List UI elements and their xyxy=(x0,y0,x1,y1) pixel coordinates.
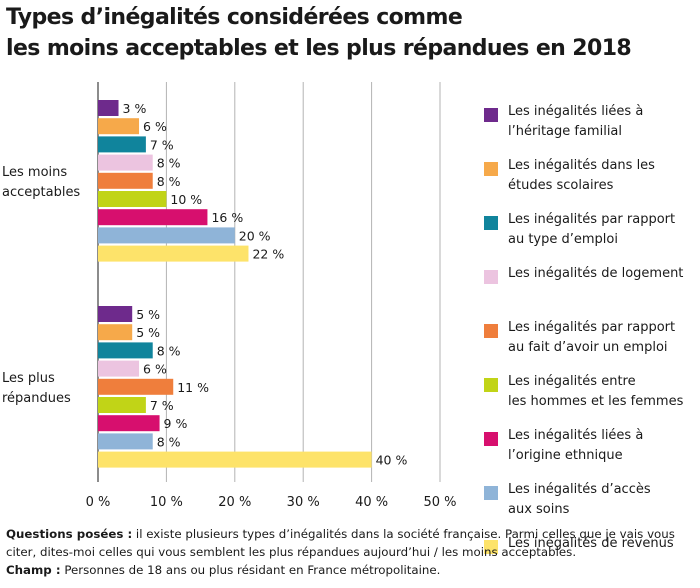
bar xyxy=(98,154,153,171)
bar xyxy=(98,451,372,468)
bar xyxy=(98,342,153,359)
legend-label: Les inégalités par rapport au fait d’avoi… xyxy=(508,320,676,355)
x-tick-label: 50 % xyxy=(423,495,456,510)
champ-label: Champ : xyxy=(6,563,61,577)
legend-item: Les inégalités de revenus xyxy=(484,534,698,588)
legend-swatch xyxy=(484,432,498,446)
x-tick-label: 40 % xyxy=(355,495,388,510)
bar xyxy=(98,172,153,189)
data-label: 3 % xyxy=(123,101,147,116)
data-label: 10 % xyxy=(170,192,202,207)
bar xyxy=(98,378,174,395)
legend-item: Les inégalités dans les études scolaires xyxy=(484,156,698,210)
data-label: 5 % xyxy=(136,325,160,340)
bar xyxy=(98,306,133,322)
legend-item: Les inégalités par rapport au type d’empl… xyxy=(484,210,698,264)
bar xyxy=(98,227,235,244)
legend-swatch xyxy=(484,540,498,554)
data-label: 6 % xyxy=(143,119,167,134)
bar xyxy=(98,433,153,450)
legend-swatch xyxy=(484,324,498,338)
data-label: 20 % xyxy=(239,228,271,243)
bar xyxy=(98,397,146,413)
data-label: 40 % xyxy=(376,453,408,468)
legend-item: Les inégalités d’accès aux soins xyxy=(484,480,698,534)
data-label: 8 % xyxy=(157,156,181,171)
chart-title-line-2: les moins acceptables et les plus répand… xyxy=(6,36,632,61)
data-label: 11 % xyxy=(177,380,209,395)
x-tick-label: 10 % xyxy=(150,495,183,510)
bar-chart: 0 % 10 % 20 % 30 % 40 % 50 % 3 % 6 % 7 % 8 % 8 % 10… xyxy=(2,82,457,510)
data-label: 8 % xyxy=(157,434,181,449)
bar xyxy=(98,360,140,377)
legend-item: Les inégalités liées à l’héritage familia… xyxy=(484,102,698,156)
group-label: répandues xyxy=(2,391,71,406)
legend-label: Les inégalités de logement xyxy=(508,266,684,281)
x-tick-label: 20 % xyxy=(218,495,251,510)
questions-text: il existe plusieurs types d’inégalités d… xyxy=(6,527,675,559)
chart-title: Types d’inégalités considérées comme les… xyxy=(6,2,696,64)
legend-label: Les inégalités d’accès aux soins xyxy=(508,482,651,517)
footnote: Questions posées : il existe plusieurs t… xyxy=(6,525,698,579)
data-label: 8 % xyxy=(157,343,181,358)
data-label: 6 % xyxy=(143,362,167,377)
questions-label: Questions posées : xyxy=(6,527,133,541)
group-label: Les moins xyxy=(2,165,67,180)
legend-label: Les inégalités de revenus xyxy=(508,536,674,551)
bar xyxy=(98,136,146,153)
data-label: 8 % xyxy=(157,174,181,189)
bar xyxy=(98,209,208,226)
legend-label: Les inégalités liées à l’héritage familia… xyxy=(508,104,644,139)
x-tick-label: 30 % xyxy=(287,495,320,510)
legend-item: Les inégalités liées à l’origine ethnique xyxy=(484,426,698,480)
legend-swatch xyxy=(484,486,498,500)
legend-swatch xyxy=(484,270,498,284)
data-label: 7 % xyxy=(150,137,174,152)
data-label: 9 % xyxy=(164,416,188,431)
bar xyxy=(98,191,167,207)
bar xyxy=(98,118,140,135)
legend-label: Les inégalités par rapport au type d’empl… xyxy=(508,212,676,247)
data-label: 7 % xyxy=(150,398,174,413)
chart-title-line-1: Types d’inégalités considérées comme xyxy=(6,5,463,30)
legend-swatch xyxy=(484,216,498,230)
data-label: 22 % xyxy=(252,247,284,262)
data-label: 16 % xyxy=(211,210,243,225)
legend-swatch xyxy=(484,378,498,392)
legend-label: Les inégalités liées à l’origine ethnique xyxy=(508,428,644,463)
bar xyxy=(98,324,133,341)
group-label: acceptables xyxy=(2,185,80,200)
legend-label: Les inégalités entre les hommes et les fe… xyxy=(508,374,684,409)
legend-swatch xyxy=(484,162,498,176)
legend-item: Les inégalités de logement xyxy=(484,264,698,318)
legend-item: Les inégalités par rapport au fait d’avoi… xyxy=(484,318,698,372)
champ-text: Personnes de 18 ans ou plus résidant en … xyxy=(60,563,441,577)
legend-item: Les inégalités entre les hommes et les fe… xyxy=(484,372,698,426)
legend-label: Les inégalités dans les études scolaires xyxy=(508,158,655,193)
bar xyxy=(98,415,160,432)
group-label: Les plus xyxy=(2,371,55,386)
x-tick-label: 0 % xyxy=(86,495,111,510)
chart-legend: Les inégalités liées à l’héritage familia… xyxy=(484,102,698,588)
data-label: 5 % xyxy=(136,307,160,322)
bar xyxy=(98,245,249,262)
bar xyxy=(98,100,119,116)
legend-swatch xyxy=(484,108,498,122)
